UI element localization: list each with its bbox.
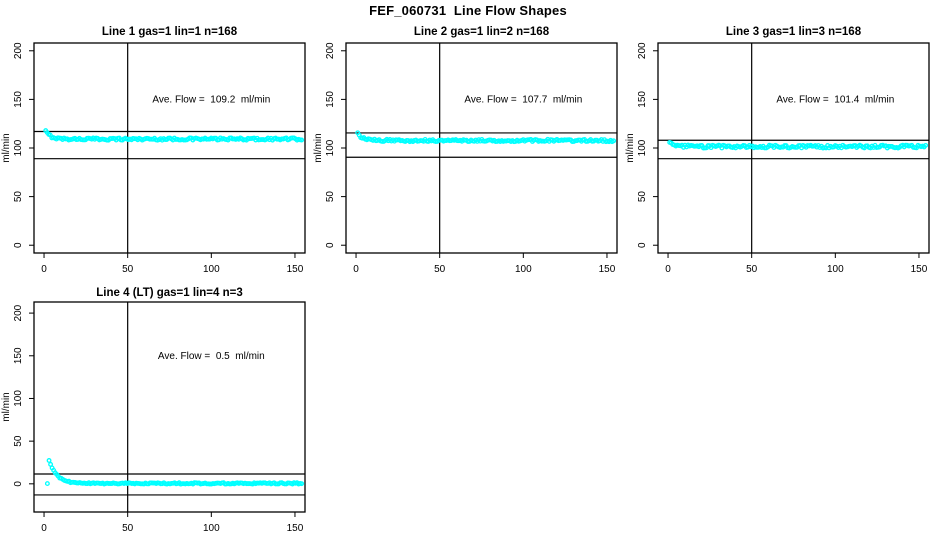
ave-flow-annotation: Ave. Flow = 0.5 ml/min [158,351,265,362]
data-points [43,128,305,143]
x-axis: 0 50 100 150 [41,512,304,534]
y-tick-label: 200 [13,42,24,59]
y-tick-label: 50 [13,435,24,447]
panel-title: Line 3 gas=1 lin=3 n=168 [726,26,862,38]
plot-box [345,42,618,254]
panel-title: Line 2 gas=1 lin=2 n=168 [414,26,550,38]
y-axis: 0 50 100 150 200 [637,42,658,248]
x-tick-label: 150 [287,523,304,534]
panel-line4: Line 4 (LT) gas=1 lin=4 n=3 0 50 100 150 200 m… [1,287,306,534]
data-point [299,481,305,487]
data-point [611,138,617,144]
panel-line3: Line 3 gas=1 lin=3 n=168 0 50 100 150 200 ml/m… [625,26,930,275]
y-axis-label: ml/min [1,392,12,421]
y-axis: 0 50 100 150 200 [13,304,34,487]
y-tick-label: 0 [13,242,24,248]
y-tick-label: 50 [325,191,336,203]
x-tick-label: 0 [41,264,47,275]
y-tick-label: 150 [637,91,648,108]
x-axis: 0 50 100 150 [41,253,304,275]
y-tick-label: 0 [13,481,24,487]
x-tick-label: 50 [122,264,134,275]
y-tick-label: 100 [13,390,24,407]
y-axis-label: ml/min [625,133,636,162]
y-tick-label: 0 [637,242,648,248]
y-tick-label: 50 [637,191,648,203]
y-axis-label: ml/min [1,133,12,162]
x-tick-label: 100 [203,523,220,534]
y-tick-label: 150 [325,91,336,108]
x-tick-label: 0 [353,264,359,275]
y-tick-label: 200 [637,42,648,59]
x-axis: 0 50 100 150 [665,253,928,275]
x-tick-label: 100 [515,264,532,275]
data-point [923,142,929,148]
data-point [44,481,50,487]
data-points [355,130,617,145]
x-tick-label: 50 [434,264,446,275]
data-points [44,458,305,487]
panel-title: Line 1 gas=1 lin=1 n=168 [102,26,238,38]
y-tick-label: 150 [13,347,24,364]
panel-title: Line 4 (LT) gas=1 lin=4 n=3 [96,287,242,299]
data-point [46,458,52,463]
y-axis-label: ml/min [313,133,324,162]
x-axis: 0 50 100 150 [353,253,616,275]
x-tick-label: 150 [911,264,928,275]
y-tick-label: 200 [13,304,24,321]
x-tick-label: 150 [599,264,616,275]
figure-title: FEF_060731 Line Flow Shapes [369,3,567,18]
data-points [667,139,929,151]
ave-flow-annotation: Ave. Flow = 101.4 ml/min [776,94,894,105]
y-tick-label: 100 [325,139,336,156]
x-tick-label: 0 [41,523,47,534]
y-axis: 0 50 100 150 200 [13,42,34,248]
y-tick-label: 0 [325,242,336,248]
x-tick-label: 50 [122,523,134,534]
y-tick-label: 200 [325,42,336,59]
x-tick-label: 50 [746,264,758,275]
panel-line1: Line 1 gas=1 lin=1 n=168 0 50 100 150 200 ml/m… [1,26,306,275]
data-point [299,137,305,143]
panel-line2: Line 2 gas=1 lin=2 n=168 0 50 100 150 200 ml/m… [313,26,618,275]
y-tick-label: 100 [637,139,648,156]
y-tick-label: 50 [13,191,24,203]
x-tick-label: 100 [827,264,844,275]
plot-box [33,42,306,254]
y-axis: 0 50 100 150 200 [325,42,346,248]
y-tick-label: 150 [13,91,24,108]
plot-box [33,301,306,513]
x-tick-label: 150 [287,264,304,275]
x-tick-label: 0 [665,264,671,275]
ave-flow-annotation: Ave. Flow = 107.7 ml/min [464,94,582,105]
ave-flow-annotation: Ave. Flow = 109.2 ml/min [152,94,270,105]
x-tick-label: 100 [203,264,220,275]
y-tick-label: 100 [13,139,24,156]
